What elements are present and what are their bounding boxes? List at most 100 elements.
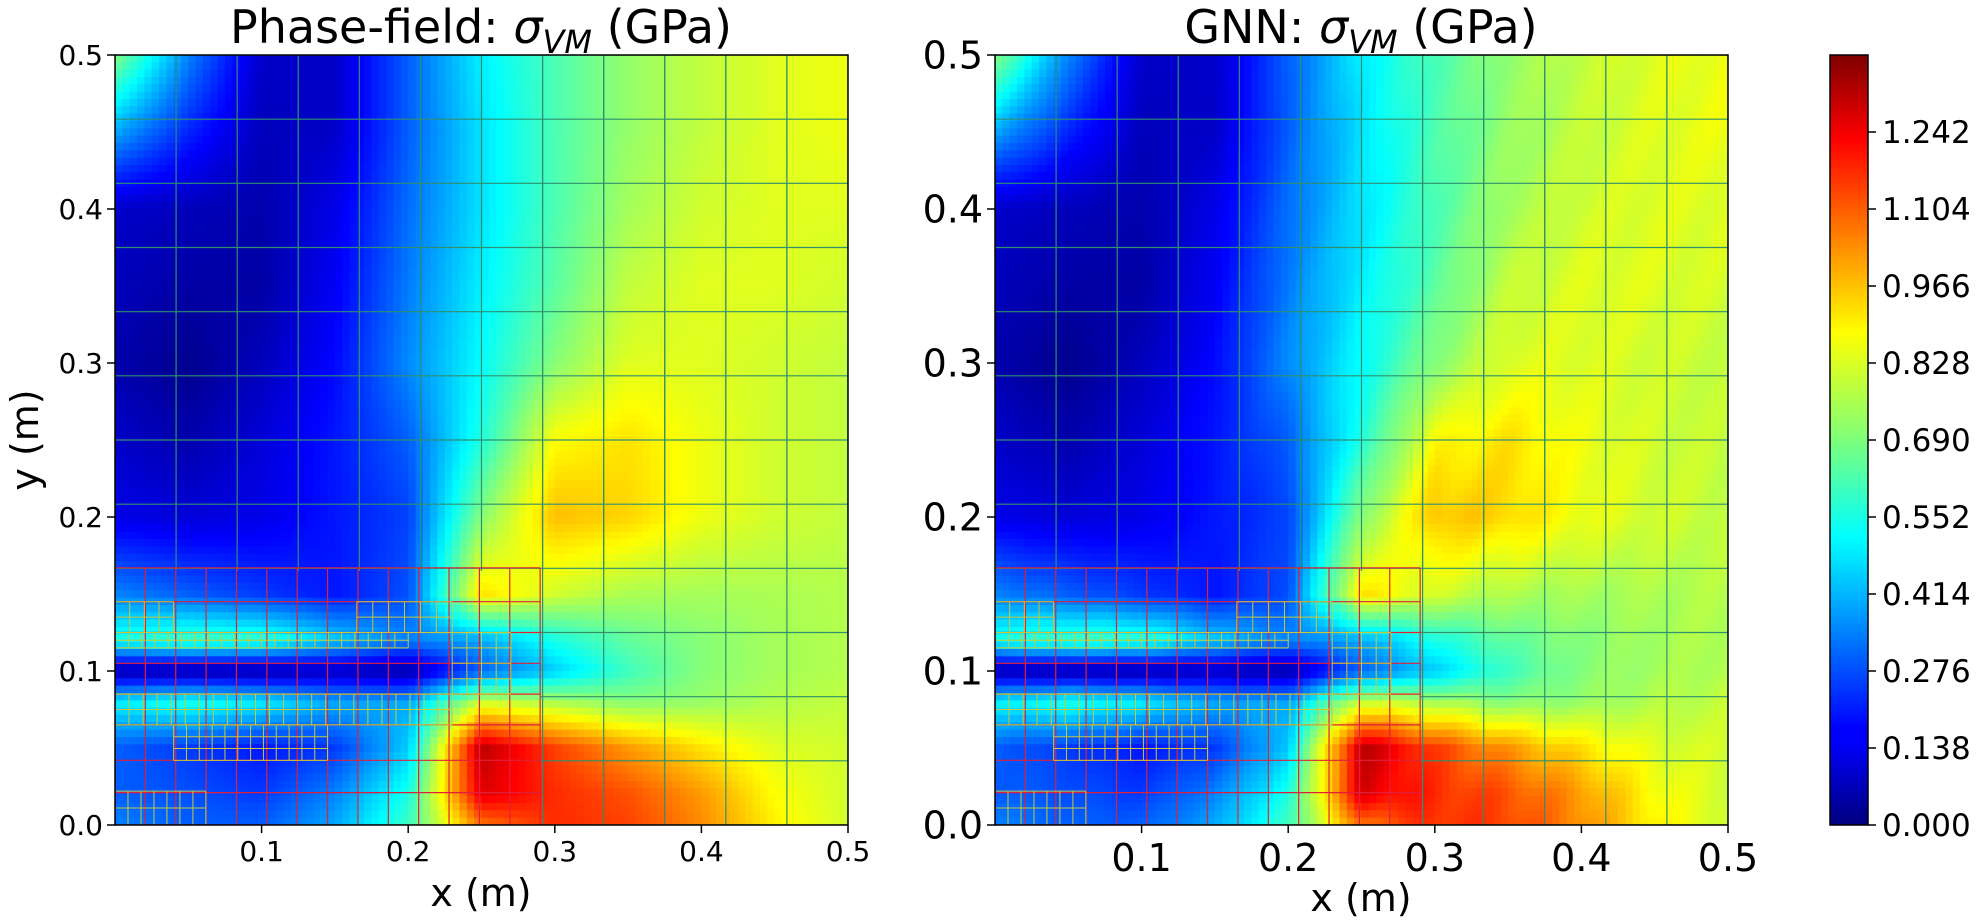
heatmap-cell: [540, 275, 549, 283]
heatmap-cell: [268, 113, 277, 122]
heatmap-cell: [452, 106, 461, 115]
heatmap-cell: [400, 201, 409, 210]
heatmap-cell: [459, 245, 468, 254]
heatmap-cell: [180, 267, 189, 276]
heatmap-cell: [151, 77, 160, 85]
heatmap-cell: [840, 150, 848, 159]
heatmap-cell: [635, 150, 644, 159]
heatmap-cell: [180, 304, 189, 313]
heatmap-cell: [210, 297, 219, 305]
heatmap-cell: [202, 275, 211, 283]
heatmap-cell: [818, 113, 827, 122]
heatmap-cell: [151, 69, 160, 78]
heatmap-cell: [738, 377, 746, 386]
heatmap-cell: [826, 128, 834, 137]
heatmap-cell: [210, 99, 219, 107]
heatmap-cell: [613, 407, 622, 415]
heatmap-cell: [342, 165, 351, 173]
heatmap-cell: [430, 289, 439, 298]
heatmap-cell: [158, 275, 167, 283]
heatmap-cell: [716, 201, 724, 210]
heatmap-cell: [818, 297, 827, 305]
heatmap-cell: [430, 77, 439, 85]
heatmap-cell: [151, 392, 160, 401]
heatmap-cell: [459, 319, 468, 327]
heatmap-cell: [136, 238, 145, 247]
heatmap-cell: [239, 407, 248, 415]
heatmap-cell: [378, 275, 387, 283]
heatmap-cell: [804, 238, 812, 247]
heatmap-cell: [620, 113, 629, 122]
heatmap-cell: [547, 150, 556, 159]
heatmap-cell: [804, 282, 812, 291]
heatmap-cell: [298, 223, 307, 232]
heatmap-cell: [488, 113, 497, 122]
heatmap-cell: [312, 62, 321, 71]
heatmap-cell: [833, 62, 842, 71]
heatmap-cell: [151, 414, 160, 423]
heatmap-cell: [738, 407, 746, 415]
heatmap-cell: [518, 289, 527, 298]
heatmap-cell: [290, 414, 299, 423]
heatmap-cell: [540, 128, 549, 137]
heatmap-cell: [708, 135, 717, 144]
heatmap-cell: [657, 267, 666, 276]
heatmap-cell: [598, 113, 607, 122]
heatmap-cell: [334, 282, 343, 291]
heatmap-cell: [173, 99, 182, 107]
heatmap-cell: [342, 407, 351, 415]
heatmap-cell: [232, 201, 241, 210]
heatmap-cell: [378, 77, 387, 85]
heatmap-cell: [305, 216, 314, 225]
heatmap-cell: [569, 84, 578, 93]
heatmap-cell: [254, 231, 263, 239]
heatmap-cell: [342, 77, 351, 85]
heatmap-cell: [818, 150, 827, 159]
heatmap-cell: [481, 84, 490, 93]
heatmap-cell: [833, 187, 842, 195]
heatmap-cell: [613, 245, 622, 254]
heatmap-cell: [664, 392, 673, 401]
heatmap-cell: [496, 260, 505, 269]
heatmap-cell: [254, 326, 263, 335]
heatmap-cell: [364, 407, 373, 415]
heatmap-cell: [738, 216, 746, 225]
heatmap-cell: [195, 172, 204, 181]
heatmap-cell: [232, 341, 241, 349]
heatmap-cell: [723, 201, 732, 210]
heatmap-cell: [312, 223, 321, 232]
heatmap-cell: [371, 62, 380, 71]
heatmap-cell: [261, 326, 270, 335]
heatmap-cell: [818, 194, 827, 203]
heatmap-cell: [591, 172, 600, 181]
heatmap-cell: [217, 231, 226, 239]
heatmap-cell: [180, 143, 189, 151]
heatmap-cell: [738, 289, 746, 298]
heatmap-cell: [173, 135, 182, 144]
heatmap-cell: [774, 77, 783, 85]
heatmap-cell: [415, 77, 424, 85]
heatmap-cell: [664, 187, 673, 195]
heatmap-cell: [122, 311, 131, 320]
heatmap-cell: [129, 377, 138, 386]
heatmap-cell: [364, 355, 373, 364]
heatmap-cell: [796, 55, 805, 63]
heatmap-cell: [767, 289, 776, 298]
heatmap-cell: [496, 319, 505, 327]
heatmap-cell: [672, 355, 681, 364]
heatmap-cell: [694, 377, 702, 386]
heatmap-cell: [408, 231, 417, 239]
heatmap-cell: [657, 333, 666, 342]
heatmap-cell: [657, 91, 666, 100]
heatmap-cell: [774, 414, 783, 423]
heatmap-cell: [180, 370, 189, 379]
heatmap-cell: [283, 201, 292, 210]
heatmap-cell: [730, 143, 739, 151]
heatmap-cell: [136, 333, 145, 342]
heatmap-cell: [525, 392, 534, 401]
heatmap-cell: [349, 172, 358, 181]
heatmap-cell: [554, 150, 563, 159]
heatmap-cell: [400, 172, 409, 181]
heatmap-cell: [459, 121, 468, 129]
heatmap-cell: [576, 363, 585, 371]
